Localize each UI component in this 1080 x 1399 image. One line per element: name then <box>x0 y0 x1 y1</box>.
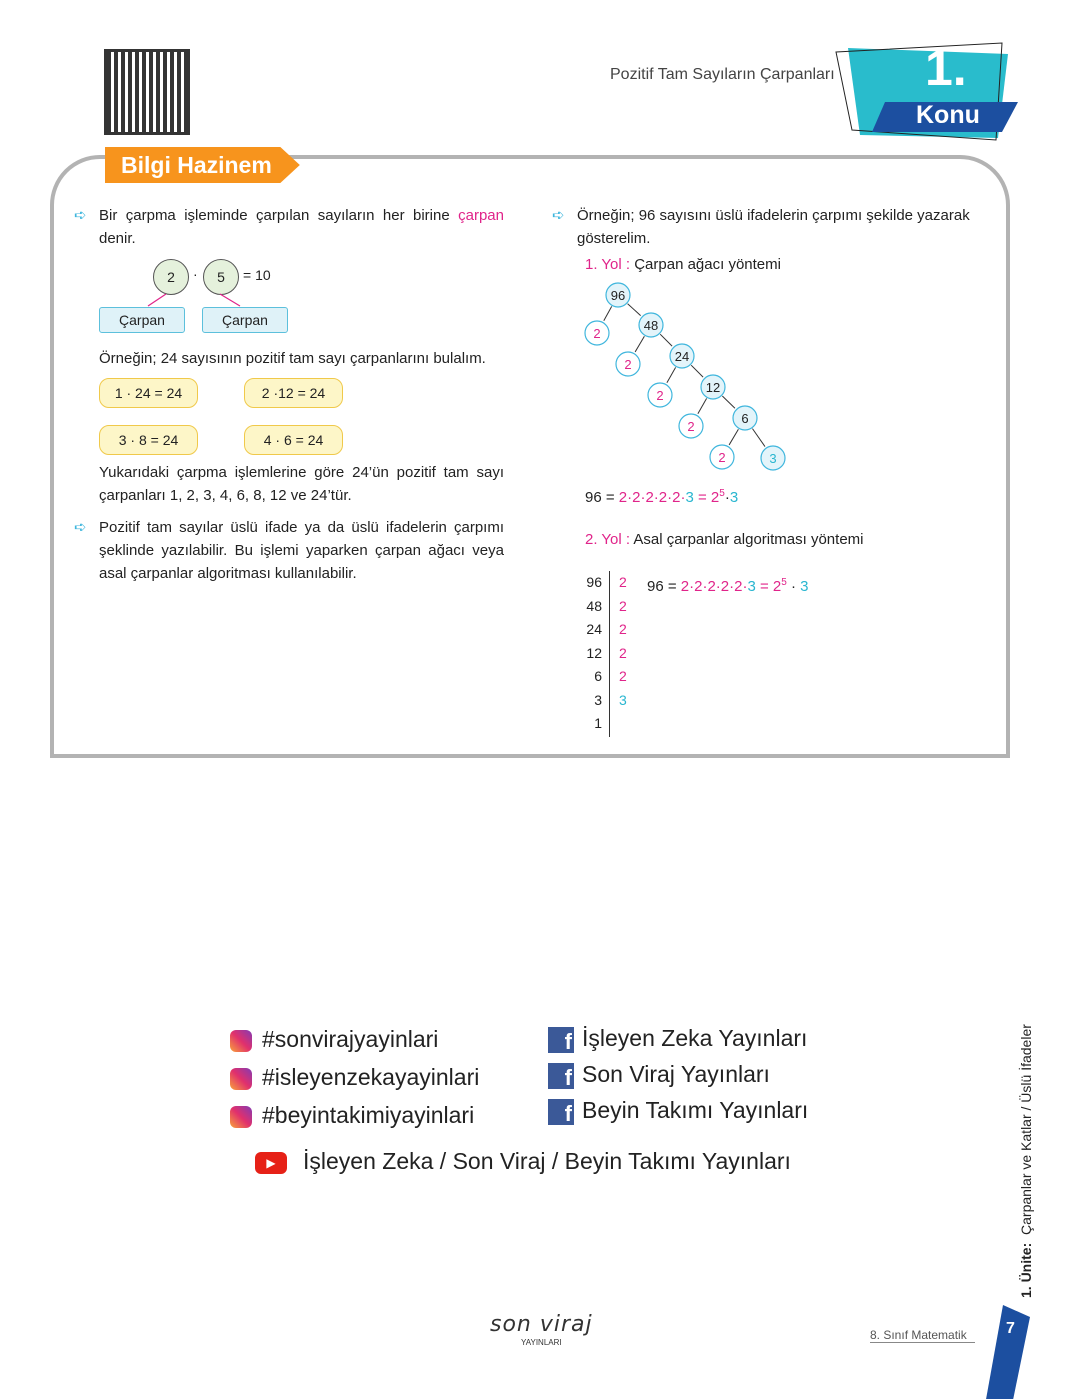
section-title: Bilgi Hazinem <box>105 147 300 183</box>
tree-node-circle <box>669 343 695 369</box>
tree-edge <box>627 303 641 316</box>
tree-node-circle <box>760 445 786 471</box>
topic-title: Pozitif Tam Sayıların Çarpanları <box>610 66 835 83</box>
tree-node: 2 <box>647 382 673 408</box>
tree-node-circle <box>700 374 726 400</box>
tree-node-circle <box>709 444 735 470</box>
facebook-list: f İşleyen Zeka Yayınları f Son Viraj Yayın… <box>548 1020 808 1128</box>
tree-node: 2 <box>584 320 610 346</box>
product-box: 4 · 6 = 24 <box>244 425 343 455</box>
bullet-arrow-icon: ➪ <box>74 519 87 536</box>
factor-circle: 2 <box>153 259 189 295</box>
tree-node-label: 96 <box>611 288 625 303</box>
tree-node-label: 3 <box>769 451 776 466</box>
yol-2-heading: 2. Yol : Asal çarpanlar algoritması yönt… <box>585 531 864 548</box>
page-number: 7 <box>1006 1320 1015 1337</box>
tree-node-label: 48 <box>644 318 658 333</box>
tree-edge <box>659 333 673 347</box>
tree-node-circle <box>647 382 673 408</box>
paragraph-3: Yukarıdaki çarpma işlemlerine göre 24’ün… <box>99 464 504 504</box>
facebook-link[interactable]: f Son Viraj Yayınları <box>548 1056 808 1092</box>
instagram-icon <box>230 1029 252 1052</box>
tree-edge <box>697 398 708 415</box>
tree-node-label: 2 <box>687 419 694 434</box>
product-box: 1 · 24 = 24 <box>99 378 198 408</box>
facebook-link[interactable]: f İşleyen Zeka Yayınları <box>548 1020 808 1056</box>
publisher-logo: son viraj YAYINLARI <box>490 1312 593 1347</box>
tree-node: 3 <box>760 445 786 471</box>
tree-node: 12 <box>700 374 726 400</box>
tree-edge <box>690 364 704 378</box>
content-frame <box>50 155 1010 758</box>
qr-code[interactable] <box>104 49 190 135</box>
konu-number: 1. <box>925 40 967 96</box>
instagram-link[interactable]: #sonvirajyayinlari <box>230 1020 530 1058</box>
carpan-label: Çarpan <box>202 307 288 333</box>
carpan-label: Çarpan <box>99 307 185 333</box>
instagram-link[interactable]: #isleyenzekayayinlari <box>230 1058 530 1096</box>
tree-node-circle <box>732 405 758 431</box>
tree-node: 96 <box>605 282 631 308</box>
algorithm-left: 96 48 24 12 6 3 1 <box>586 574 602 731</box>
book-title: 8. Sınıf Matematik <box>870 1328 975 1343</box>
facebook-icon: f <box>548 1062 574 1090</box>
tree-node-circle <box>678 413 704 439</box>
tree-node: 24 <box>669 343 695 369</box>
tree-edge <box>666 367 677 384</box>
yol-1-heading: 1. Yol : Çarpan ağacı yöntemi <box>585 256 781 273</box>
tree-node-circle <box>605 282 631 308</box>
facebook-icon: f <box>548 1026 574 1054</box>
tree-edge <box>721 395 736 409</box>
instagram-link[interactable]: #beyintakimiyayinlari <box>230 1096 530 1134</box>
tree-node-label: 2 <box>593 326 600 341</box>
youtube-link[interactable]: ▶ İşleyen Zeka / Son Viraj / Beyin Takımı… <box>255 1148 791 1175</box>
tree-node-circle <box>615 351 641 377</box>
tree-node: 2 <box>678 413 704 439</box>
equation-result: = 10 <box>243 267 271 283</box>
tree-edge <box>634 335 645 353</box>
pointer-arrows <box>147 293 241 307</box>
algorithm-divider <box>609 571 610 737</box>
paragraph-4: Pozitif tam sayılar üslü ifade ya da üsl… <box>99 519 504 582</box>
instagram-icon <box>230 1105 252 1128</box>
tree-node-label: 2 <box>656 388 663 403</box>
tree-node-label: 12 <box>706 380 720 395</box>
algorithm-result: 96 = 2·2·2·2·2·3 = 25 · 3 <box>647 577 809 595</box>
tree-node-circle <box>638 312 664 338</box>
bullet-arrow-icon: ➪ <box>552 207 565 224</box>
konu-badge <box>835 42 1018 141</box>
bullet-arrow-icon: ➪ <box>74 207 87 224</box>
tree-node-circle <box>584 320 610 346</box>
tree-node: 48 <box>638 312 664 338</box>
product-box: 2 ·12 = 24 <box>244 378 343 408</box>
tree-node-label: 2 <box>624 357 631 372</box>
tree-edge <box>728 428 739 446</box>
tree-node-label: 6 <box>741 411 748 426</box>
tree-edge <box>752 428 766 447</box>
right-paragraph: Örneğin; 96 sayısını üslü ifadelerin çar… <box>577 207 970 247</box>
tree-result: 96 = 2·2·2·2·2·3 = 25·3 <box>585 488 739 506</box>
tree-node-label: 2 <box>718 450 725 465</box>
facebook-link[interactable]: f Beyin Takımı Yayınları <box>548 1092 808 1128</box>
product-box: 3 · 8 = 24 <box>99 425 198 455</box>
tree-node: 2 <box>615 351 641 377</box>
multiply-dot: · <box>193 266 198 282</box>
tree-node: 6 <box>732 405 758 431</box>
facebook-icon: f <box>548 1098 574 1126</box>
factor-tree: 96 2 48 2 24 2 12 2 6 2 3 <box>584 282 786 471</box>
paragraph-2: Örneğin; 24 sayısının pozitif tam sayı ç… <box>99 350 486 367</box>
instagram-icon <box>230 1067 252 1090</box>
tree-edge <box>603 306 613 321</box>
paragraph-1: Bir çarpma işleminde çarpılan sayıların … <box>99 207 504 247</box>
instagram-list: #sonvirajyayinlari #isleyenzekayayinlari… <box>230 1020 530 1134</box>
youtube-icon: ▶ <box>255 1151 287 1174</box>
konu-label: Konu <box>916 101 980 129</box>
tree-node: 2 <box>709 444 735 470</box>
tree-node-label: 24 <box>675 349 689 364</box>
unit-sidebar: 1. Ünite: Çarpanlar ve Katlar / Üslü İfa… <box>1018 1024 1034 1298</box>
